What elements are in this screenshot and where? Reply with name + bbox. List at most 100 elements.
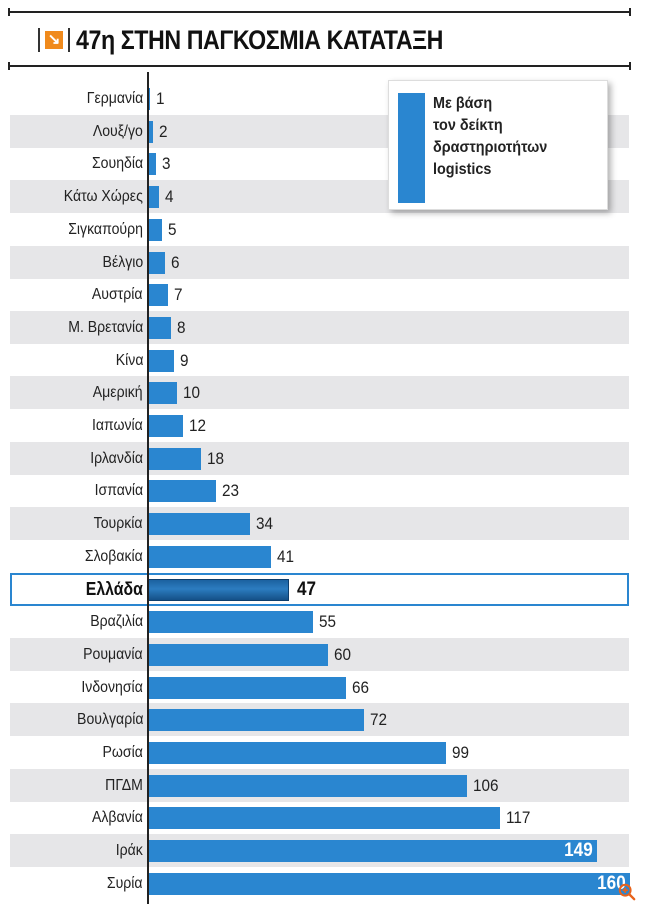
bar xyxy=(147,807,501,830)
bar xyxy=(147,218,163,241)
value-label: 55 xyxy=(319,612,337,632)
category-label: Σλοβακία xyxy=(85,547,143,565)
bar xyxy=(147,742,446,764)
bar-row: Σιγκαπούρη 5 xyxy=(10,213,629,246)
value-label: 47 xyxy=(296,578,316,600)
bar xyxy=(147,480,217,503)
category-label: Τουρκία xyxy=(94,515,143,533)
bar-row: Βραζιλία 55 xyxy=(10,605,629,638)
value-label: 3 xyxy=(162,154,171,174)
category-label: Αμερική xyxy=(93,384,143,402)
category-label: Μ. Βρετανία xyxy=(67,318,143,336)
bar xyxy=(147,513,250,536)
bar xyxy=(147,120,154,143)
category-label: Αλβανία xyxy=(92,809,143,827)
bar-row: Μ. Βρετανία 8 xyxy=(10,310,629,344)
chart-header: ↘ 47η ΣΤΗΝ ΠΑΓΚΟΣΜΙΑ ΚΑΤΑΤΑΞΗ xyxy=(38,22,503,58)
chart-title: 47η ΣΤΗΝ ΠΑΓΚΟΣΜΙΑ ΚΑΤΑΤΑΞΗ xyxy=(76,24,444,55)
category-label: Βέλγιο xyxy=(102,253,143,271)
bar xyxy=(147,186,160,209)
category-label: Ρουμανία xyxy=(83,645,143,663)
bar-row: Αυστρία 7 xyxy=(10,278,629,311)
y-axis-line xyxy=(147,72,149,904)
value-label: 23 xyxy=(222,481,240,501)
bar xyxy=(147,545,271,568)
bar-row: Σουηδία 3 xyxy=(10,147,629,180)
value-label: 60 xyxy=(334,644,352,664)
zoom-in-icon[interactable] xyxy=(618,883,636,901)
bar xyxy=(147,774,467,797)
category-label: Ισπανία xyxy=(94,482,143,500)
value-label: 6 xyxy=(171,252,180,272)
bar xyxy=(147,153,157,176)
value-label: 72 xyxy=(370,710,388,730)
bar-row: Ιράκ 149 xyxy=(10,834,629,868)
bar-row: Ιρλανδία 18 xyxy=(10,441,629,475)
category-label: Κίνα xyxy=(115,351,143,369)
category-label: Σουηδία xyxy=(91,155,143,173)
legend-line: logistics xyxy=(433,161,492,178)
category-label: Ιαπωνία xyxy=(92,417,143,434)
legend-swatch xyxy=(398,93,425,203)
value-label: 106 xyxy=(472,775,499,795)
arrow-down-right-icon: ↘ xyxy=(38,28,70,52)
bar-row: Κίνα 9 xyxy=(10,344,629,377)
value-label: 34 xyxy=(255,514,273,534)
legend-line: τον δείκτη xyxy=(433,117,503,134)
bar-row: Ρουμανία 60 xyxy=(10,637,629,671)
bar xyxy=(147,840,597,863)
value-label: 117 xyxy=(506,808,531,828)
value-label: 160 xyxy=(597,872,626,894)
bar xyxy=(147,872,630,895)
category-label: Συρία xyxy=(107,874,143,892)
category-label: Αυστρία xyxy=(92,286,143,304)
bar-row: Σλοβακία 41 xyxy=(10,540,629,573)
legend: Με βάση τον δείκτη δραστηριοτήτων logist… xyxy=(388,80,608,210)
bar xyxy=(147,643,329,666)
value-label: 10 xyxy=(183,383,201,403)
bar xyxy=(147,382,178,405)
value-label: 41 xyxy=(276,546,294,566)
value-label: 5 xyxy=(168,219,177,239)
top-rule xyxy=(8,8,631,16)
legend-line: Με βάση xyxy=(433,95,493,112)
bar xyxy=(147,578,289,601)
category-label: Ελλάδα xyxy=(85,578,143,599)
value-label: 66 xyxy=(352,677,370,697)
bar xyxy=(147,447,202,470)
value-label: 99 xyxy=(451,743,469,762)
bar-row: Αμερική 10 xyxy=(10,376,629,410)
bar xyxy=(147,349,175,372)
bar-row: Βουλγαρία 72 xyxy=(10,703,629,737)
bar-row: Αλβανία 117 xyxy=(10,801,629,834)
value-label: 1 xyxy=(156,89,165,108)
value-label: 7 xyxy=(174,285,183,305)
bar-row: ΠΓΔΜ 106 xyxy=(10,768,629,802)
category-label: ΠΓΔΜ xyxy=(105,776,143,794)
bar xyxy=(147,316,172,339)
bar xyxy=(147,415,184,437)
bar-row: Συρία 160 xyxy=(10,867,630,900)
category-label: Γερμανία xyxy=(86,90,143,107)
value-label: 4 xyxy=(165,187,174,207)
category-label: Κάτω Χώρες xyxy=(63,188,143,206)
value-label: 8 xyxy=(177,317,186,337)
bar-row: Τουρκία 34 xyxy=(10,507,629,541)
value-label: 149 xyxy=(564,840,593,862)
value-label: 2 xyxy=(159,121,168,141)
legend-text: Με βάση τον δείκτη δραστηριοτήτων logist… xyxy=(433,93,586,181)
category-label: Βουλγαρία xyxy=(76,711,143,729)
category-label: Ιρλανδία xyxy=(90,449,143,467)
bar-row: Ρωσία 99 xyxy=(10,736,629,769)
bar-row: Ισπανία 23 xyxy=(10,474,629,507)
bottom-rule xyxy=(8,62,631,70)
category-label: Σιγκαπούρη xyxy=(68,220,143,238)
category-label: Βραζιλία xyxy=(90,613,143,631)
bar xyxy=(147,284,169,307)
category-label: Λουξ/γο xyxy=(92,122,143,140)
category-label: Ιράκ xyxy=(115,842,143,860)
value-label: 12 xyxy=(189,416,207,435)
value-label: 18 xyxy=(207,448,225,468)
bar xyxy=(147,676,347,699)
category-label: Ρωσία xyxy=(102,744,143,761)
